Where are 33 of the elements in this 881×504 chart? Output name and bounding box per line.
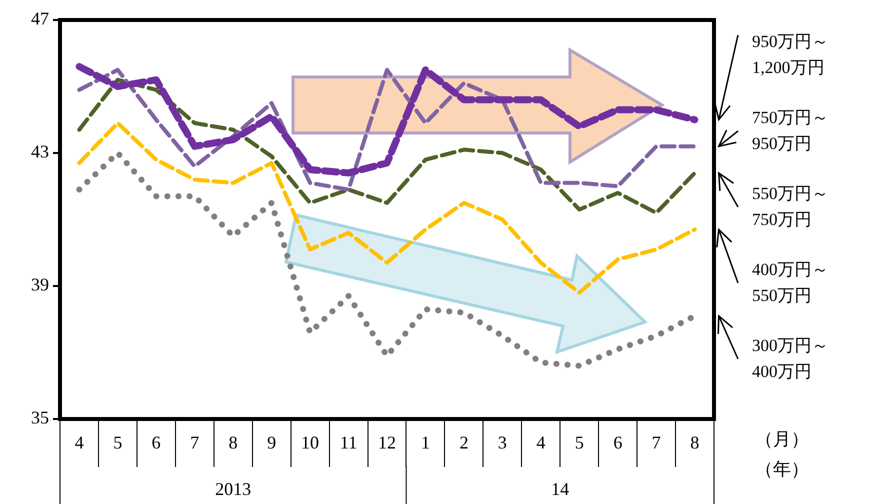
x-tick-label: 6 [613,432,622,453]
text: （月） [755,428,809,450]
y-tick-label: 47 [31,8,49,29]
x-tick-label: 5 [113,432,122,453]
x-tick-label: 12 [378,432,396,453]
line-series [77,121,697,295]
x-tick-label: 5 [574,432,584,453]
x-tick-label: 2 [459,432,468,453]
text: 950万円～1,200万円 [752,31,830,79]
x-tick-label: 4 [74,432,84,453]
y-tick-label: 35 [31,408,49,428]
line-series [77,68,697,192]
text: 550万円～750万円 [752,183,830,231]
text: 300万円～400万円 [752,335,830,383]
x-tick-label: 10 [301,432,320,453]
text: 400万円～550万円 [752,259,830,307]
x-tick-label: 11 [340,432,358,453]
x-tick-label: 7 [652,432,661,453]
text: （年） [755,458,809,480]
x-tick-label: 7 [190,432,200,453]
y-tick-label: 39 [31,274,49,295]
x-tick-label: 9 [267,432,276,453]
x-tick-label: 8 [690,432,700,453]
x-tick-label: 4 [536,432,546,453]
text: 2013 [214,478,252,500]
text: 14 [550,478,570,500]
x-tick-label: 1 [420,432,430,453]
x-tick-label: 8 [228,432,238,453]
y-tick-label: 43 [31,142,49,162]
text: 750万円～950万円 [752,107,830,155]
x-tick-label: 3 [498,432,507,453]
line-series [77,78,697,215]
x-tick-label: 6 [152,432,161,453]
